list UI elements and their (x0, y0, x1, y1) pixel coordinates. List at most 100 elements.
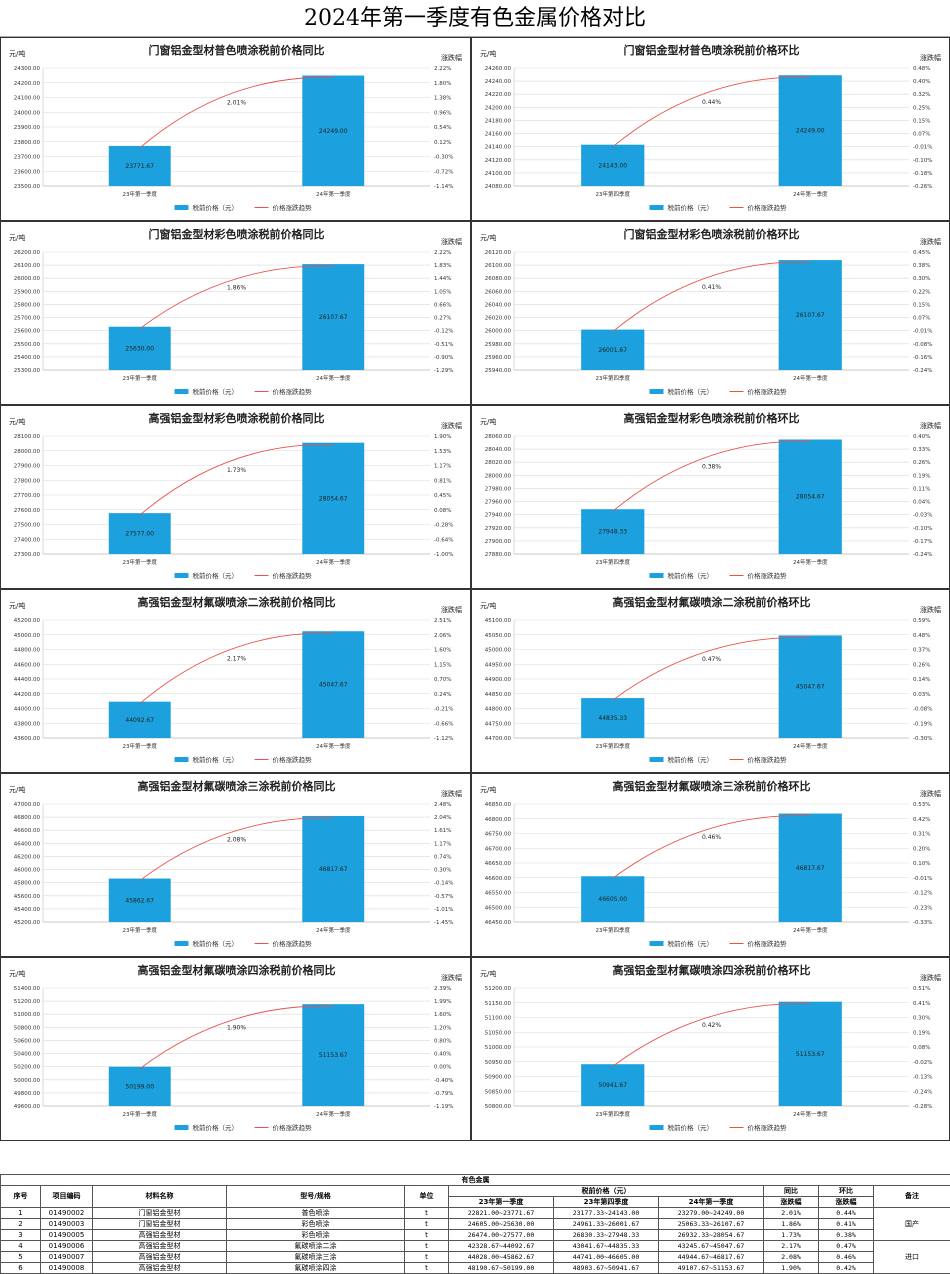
y-tick-label: 24220.00 (485, 92, 512, 98)
cell-unit: t (405, 1219, 449, 1230)
y2-tick-label: -0.12% (434, 329, 453, 335)
y-tick-label: 46200.00 (14, 854, 41, 860)
y-tick-label: 26000.00 (14, 276, 41, 282)
y2-tick-label: -0.03% (913, 513, 932, 519)
y-tick-label: 23800.00 (14, 140, 41, 146)
y2-axis-title: 涨跌幅 (920, 237, 941, 246)
y2-tick-label: 2.22% (434, 66, 451, 72)
y-tick-label: 27800.00 (14, 478, 41, 484)
y-tick-label: 50000.00 (14, 1078, 41, 1084)
th-note: 备注 (874, 1186, 950, 1208)
x-tick-label: 23年第一季度 (123, 374, 158, 382)
chart-svg: 门窗铝金型材普色喷涂税前价格环比元/吨涨跌幅24260.0024240.0024… (472, 38, 950, 221)
legend-line-label: 价格涨跌趋势 (748, 755, 788, 764)
cell-qoq: 0.38% (819, 1230, 874, 1241)
x-tick-label: 23年第一季度 (123, 1110, 158, 1118)
y2-axis-title: 涨跌幅 (441, 973, 462, 982)
y-tick-label: 44200.00 (14, 692, 41, 698)
y-tick-label: 26080.00 (485, 276, 512, 282)
y2-tick-label: 0.53% (913, 802, 930, 808)
cell-unit: t (405, 1230, 449, 1241)
bar-value-label: 27577.00 (125, 531, 154, 538)
y-tick-label: 27500.00 (14, 523, 41, 529)
y-tick-label: 45000.00 (14, 633, 41, 639)
legend-line-label: 价格涨跌趋势 (273, 571, 313, 580)
y2-axis-title: 涨跌幅 (441, 605, 462, 614)
y2-tick-label: 1.20% (434, 1025, 451, 1031)
y2-tick-label: 2.22% (434, 250, 451, 256)
table-row: 4 01490006 高强铝金型材 氟碳喷涂二涂 t 42328.67~4409… (1, 1241, 950, 1252)
y-tick-label: 50200.00 (14, 1065, 41, 1071)
y-tick-label: 49800.00 (14, 1091, 41, 1097)
y2-tick-label: 0.51% (913, 986, 930, 992)
th-qoq-sub: 涨跌幅 (819, 1197, 874, 1208)
legend-bar-swatch (650, 573, 664, 578)
y-tick-label: 28060.00 (485, 434, 512, 440)
y2-tick-label: -0.72% (434, 169, 453, 175)
y2-tick-label: -0.26% (913, 184, 932, 190)
y2-tick-label: 1.61% (434, 828, 451, 834)
cell-price: 23279.00~24249.00 (659, 1208, 764, 1219)
price-table: 有色金属 序号 项目编码 材料名称 型号/规格 单位 税前价格（元） 同比 环比… (0, 1174, 950, 1274)
cell-price: 44741.00~46605.00 (554, 1252, 659, 1263)
y-tick-label: 43600.00 (14, 736, 41, 742)
y-tick-label: 27940.00 (485, 513, 512, 519)
y-tick-label: 25300.00 (14, 368, 41, 374)
cell-unit: t (405, 1208, 449, 1219)
legend-line-label: 价格涨跌趋势 (273, 1123, 313, 1132)
y-tick-label: 50400.00 (14, 1052, 41, 1058)
bar-value-label: 51153.67 (796, 1051, 825, 1058)
y2-tick-label: -1.00% (434, 552, 453, 558)
y2-tick-label: 2.39% (434, 986, 451, 992)
bar-value-label: 25630.00 (125, 345, 154, 352)
cell-seq: 3 (1, 1230, 41, 1241)
cell-spec: 彩色喷涂 (227, 1219, 405, 1230)
trend-label: 0.38% (702, 463, 721, 470)
y-tick-label: 44000.00 (14, 707, 41, 713)
cell-unit: t (405, 1241, 449, 1252)
cell-code: 01490007 (41, 1252, 93, 1263)
y2-tick-label: -0.01% (913, 876, 932, 882)
cell-qoq: 0.41% (819, 1219, 874, 1230)
table-row: 3 01490005 高强铝金型材 彩色喷涂 t 26474.00~27577.… (1, 1230, 950, 1241)
cell-price: 25063.33~26107.67 (659, 1219, 764, 1230)
y-tick-label: 27600.00 (14, 508, 41, 514)
legend-line-label: 价格涨跌趋势 (748, 571, 788, 580)
chart-svg: 门窗铝金型材彩色喷涂税前价格同比元/吨涨跌幅26200.0026100.0026… (1, 222, 471, 405)
y2-tick-label: 0.59% (913, 618, 930, 624)
y-tick-label: 51000.00 (485, 1045, 512, 1051)
y-tick-label: 27300.00 (14, 552, 41, 558)
trend-label: 1.73% (227, 467, 246, 474)
y2-tick-label: 0.19% (913, 1030, 930, 1036)
legend-bar-swatch (650, 389, 664, 394)
y2-tick-label: 0.45% (913, 250, 930, 256)
y2-tick-label: 0.08% (913, 1045, 930, 1051)
th-spec: 型号/规格 (227, 1186, 405, 1208)
x-tick-label: 24年第一季度 (316, 926, 351, 934)
y2-tick-label: 0.15% (913, 118, 930, 124)
y2-tick-label: -0.57% (434, 894, 453, 900)
chart-svg: 高强铝金型材氟碳喷涂四涂税前价格同比元/吨涨跌幅51400.0051200.00… (1, 958, 471, 1141)
bar-value-label: 27948.33 (598, 529, 627, 536)
y-tick-label: 24260.00 (485, 66, 512, 72)
y-tick-label: 50950.00 (485, 1060, 512, 1066)
y-axis-title: 元/吨 (9, 601, 25, 610)
x-tick-label: 24年第一季度 (316, 558, 351, 566)
trend-label: 2.01% (227, 100, 246, 107)
y2-tick-label: -0.64% (434, 537, 453, 543)
legend-bar-label: 税前价格（元） (193, 1123, 239, 1132)
y2-tick-label: 0.11% (913, 486, 930, 492)
y-tick-label: 45400.00 (14, 907, 41, 913)
y2-tick-label: -0.28% (434, 523, 453, 529)
y2-tick-label: -0.08% (913, 707, 932, 713)
y2-tick-label: -1.45% (434, 920, 453, 926)
cell-price: 23177.33~24143.00 (554, 1208, 659, 1219)
cell-note: 国产 (874, 1208, 950, 1241)
bar-value-label: 24249.00 (319, 128, 348, 135)
x-tick-label: 23年第四季度 (596, 1110, 631, 1118)
chart-title: 高强铝金型材氟碳喷涂四涂税前价格同比 (138, 963, 336, 977)
